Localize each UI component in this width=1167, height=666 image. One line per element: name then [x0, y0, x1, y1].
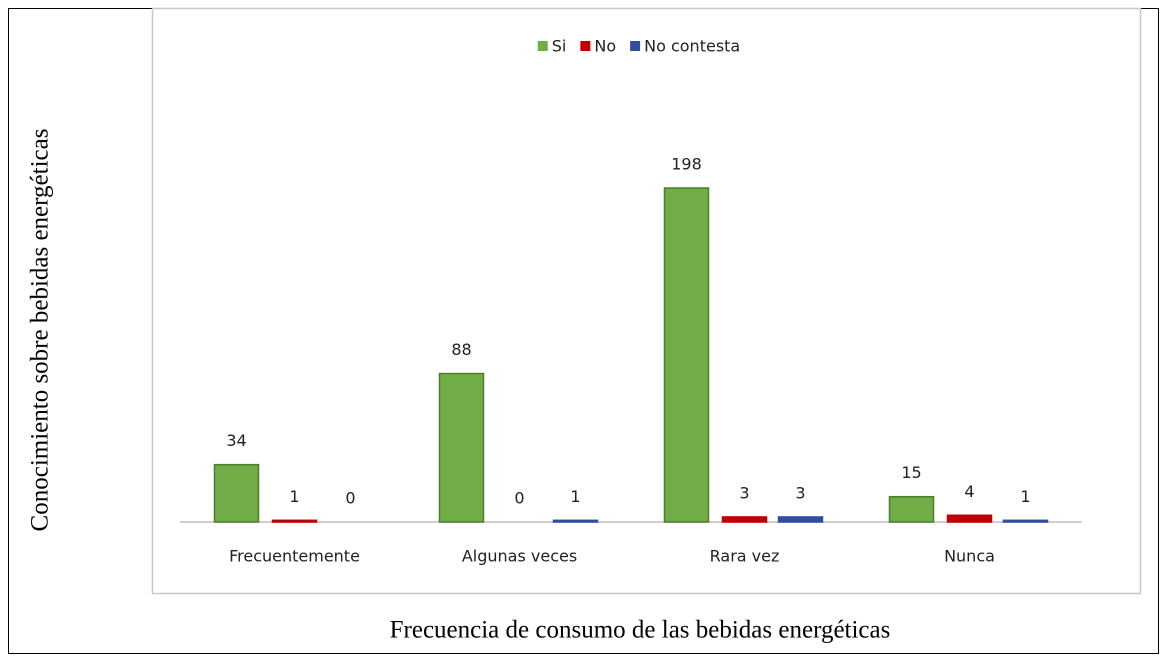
- bar: [721, 516, 768, 523]
- data-label: 3: [795, 483, 805, 502]
- x-tick-label: Frecuentemente: [229, 547, 360, 566]
- data-label: 34: [226, 431, 246, 450]
- data-label: 1: [1020, 487, 1030, 506]
- chart-area: [151, 7, 1142, 595]
- data-label: 3: [739, 483, 749, 502]
- y-axis-title: Conocimiento sobre bebidas energéticas: [27, 129, 54, 532]
- legend-swatch: [630, 41, 641, 51]
- x-tick-label: Rara vez: [710, 547, 780, 566]
- data-label: 4: [964, 482, 974, 501]
- data-label: 0: [345, 489, 355, 508]
- bar: [552, 519, 599, 523]
- data-label: 198: [671, 155, 702, 174]
- data-label: 88: [451, 340, 471, 359]
- data-label: 0: [514, 489, 524, 508]
- bar: [888, 495, 935, 523]
- legend-swatch: [537, 41, 548, 51]
- x-axis-title: Frecuencia de consumo de las bebidas ene…: [390, 617, 891, 644]
- legend-label: Si: [552, 37, 567, 56]
- bar: [946, 514, 993, 523]
- x-tick-label: Nunca: [944, 547, 995, 566]
- data-label: 15: [901, 463, 921, 482]
- bar: [271, 519, 318, 523]
- legend-label: No: [594, 37, 616, 56]
- x-tick-label: Algunas veces: [462, 547, 577, 566]
- bar: [777, 516, 824, 523]
- data-label: 1: [289, 487, 299, 506]
- legend-swatch: [580, 41, 591, 51]
- bar: [438, 372, 485, 523]
- bar: [213, 463, 260, 523]
- data-label: 1: [570, 487, 580, 506]
- legend-label: No contesta: [644, 37, 740, 56]
- bar: [663, 187, 710, 523]
- bar: [1002, 519, 1049, 523]
